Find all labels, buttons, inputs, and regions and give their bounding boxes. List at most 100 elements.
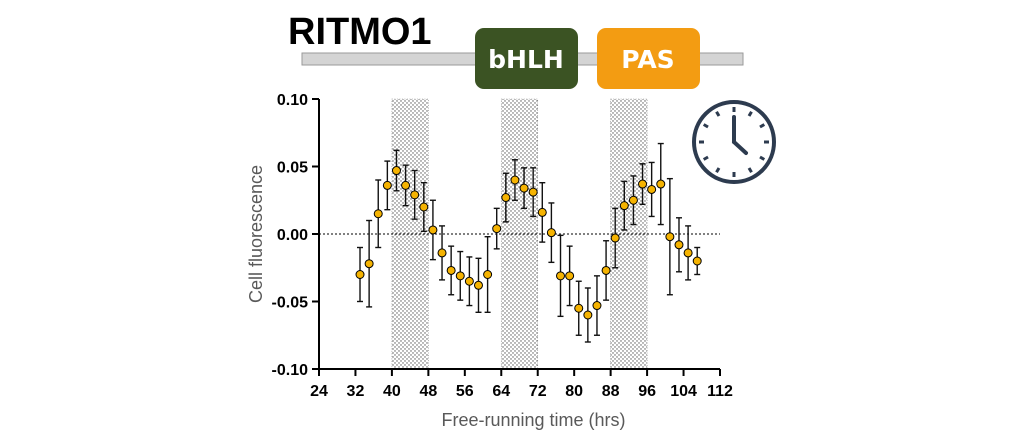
y-tick-label: -0.10: [272, 362, 309, 379]
clock-hour-hand: [732, 140, 748, 155]
point-marker: [647, 184, 657, 194]
point-marker: [428, 225, 438, 235]
point-marker: [583, 310, 593, 320]
x-axis-title: Free-running time (hrs): [441, 410, 625, 430]
point-marker: [382, 180, 392, 190]
data-point: [583, 287, 593, 343]
data-point: [565, 245, 575, 307]
y-tick-label: 0.10: [277, 92, 308, 109]
x-tick-label: 56: [456, 383, 474, 400]
clock-tick: [747, 167, 753, 174]
data-point: [683, 225, 693, 281]
data-point: [528, 167, 538, 218]
clock-face: [692, 100, 776, 184]
data-point: [355, 246, 365, 303]
x-tick-label: 40: [383, 383, 401, 400]
point-marker: [492, 224, 502, 234]
x-tick-label: 48: [419, 383, 437, 400]
point-marker: [683, 248, 693, 258]
data-point: [647, 161, 657, 218]
y-axis: 0.10 0.05 0.00 -0.05 -0.10: [272, 92, 320, 379]
point-marker: [692, 256, 702, 266]
point-marker: [638, 179, 648, 189]
x-tick-label: 32: [347, 383, 365, 400]
clock-tick: [759, 155, 766, 161]
point-marker: [510, 175, 520, 185]
shaded-intervals: [391, 98, 648, 370]
y-axis-title: Cell fluorescence: [246, 165, 266, 303]
data-point: [656, 142, 666, 226]
point-marker: [473, 280, 483, 290]
point-marker: [401, 180, 411, 190]
data-point: [419, 181, 429, 233]
data-point: [382, 160, 392, 211]
data-point: [610, 207, 620, 269]
domain-pas-box: [597, 28, 700, 89]
data-point: [364, 219, 374, 308]
point-marker: [501, 193, 511, 203]
point-marker: [537, 207, 547, 217]
shaded-interval: [391, 98, 429, 370]
clock-ticks: [699, 107, 769, 177]
y-tick-label: 0.00: [277, 227, 308, 244]
data-point: [437, 225, 447, 281]
x-tick-label: 64: [492, 383, 510, 400]
data-point: [556, 234, 566, 318]
clock-tick: [747, 110, 753, 117]
point-marker: [610, 233, 620, 243]
data-point: [537, 181, 547, 243]
domain-bhlh-box: [475, 28, 578, 89]
x-tick-label: 88: [602, 383, 620, 400]
point-marker: [355, 270, 365, 279]
x-tick-label: 24: [310, 383, 328, 400]
point-marker: [674, 240, 684, 250]
data-point: [638, 163, 648, 206]
data-point: [446, 245, 456, 296]
point-marker: [519, 183, 529, 193]
point-marker: [455, 271, 465, 281]
data-point: [674, 217, 684, 273]
clock-tick: [759, 123, 766, 129]
point-marker: [373, 209, 383, 219]
point-marker: [601, 265, 611, 275]
point-marker: [656, 179, 666, 189]
point-marker: [592, 301, 602, 311]
data-point: [619, 180, 629, 231]
point-marker: [364, 259, 374, 269]
domain-pas-label: PAS: [621, 45, 674, 74]
x-tick-label: 72: [529, 383, 547, 400]
data-point: [592, 275, 602, 336]
x-axis: 24 32 40 48 56 64 72 80 88 96 104 112: [310, 368, 733, 400]
domain-bhlh-label: bHLH: [488, 45, 564, 74]
data-point: [464, 256, 474, 307]
data-point: [428, 199, 438, 261]
point-marker: [546, 228, 556, 238]
point-marker: [410, 190, 420, 200]
data-point: [455, 250, 465, 301]
data-point: [483, 235, 493, 313]
y-tick-label: 0.05: [277, 160, 308, 177]
data-point: [410, 169, 420, 220]
x-tick-label: 96: [638, 383, 656, 400]
x-tick-label: 112: [707, 383, 733, 400]
point-marker: [464, 276, 474, 286]
data-point: [492, 207, 502, 250]
point-marker: [565, 271, 575, 281]
point-marker: [446, 265, 456, 275]
y-tick-label: -0.05: [272, 295, 309, 312]
data-point: [373, 179, 383, 249]
point-marker: [574, 303, 584, 313]
data-point: [473, 257, 483, 313]
data-points: [355, 142, 702, 343]
point-marker: [437, 248, 447, 258]
protein-name: RITMO1: [288, 11, 432, 53]
point-marker: [665, 232, 675, 242]
point-marker: [419, 202, 429, 212]
data-point: [628, 175, 638, 226]
point-marker: [556, 271, 566, 281]
x-tick-label: 104: [670, 383, 697, 400]
clock-icon: [692, 100, 776, 184]
x-tick-label: 80: [565, 383, 583, 400]
